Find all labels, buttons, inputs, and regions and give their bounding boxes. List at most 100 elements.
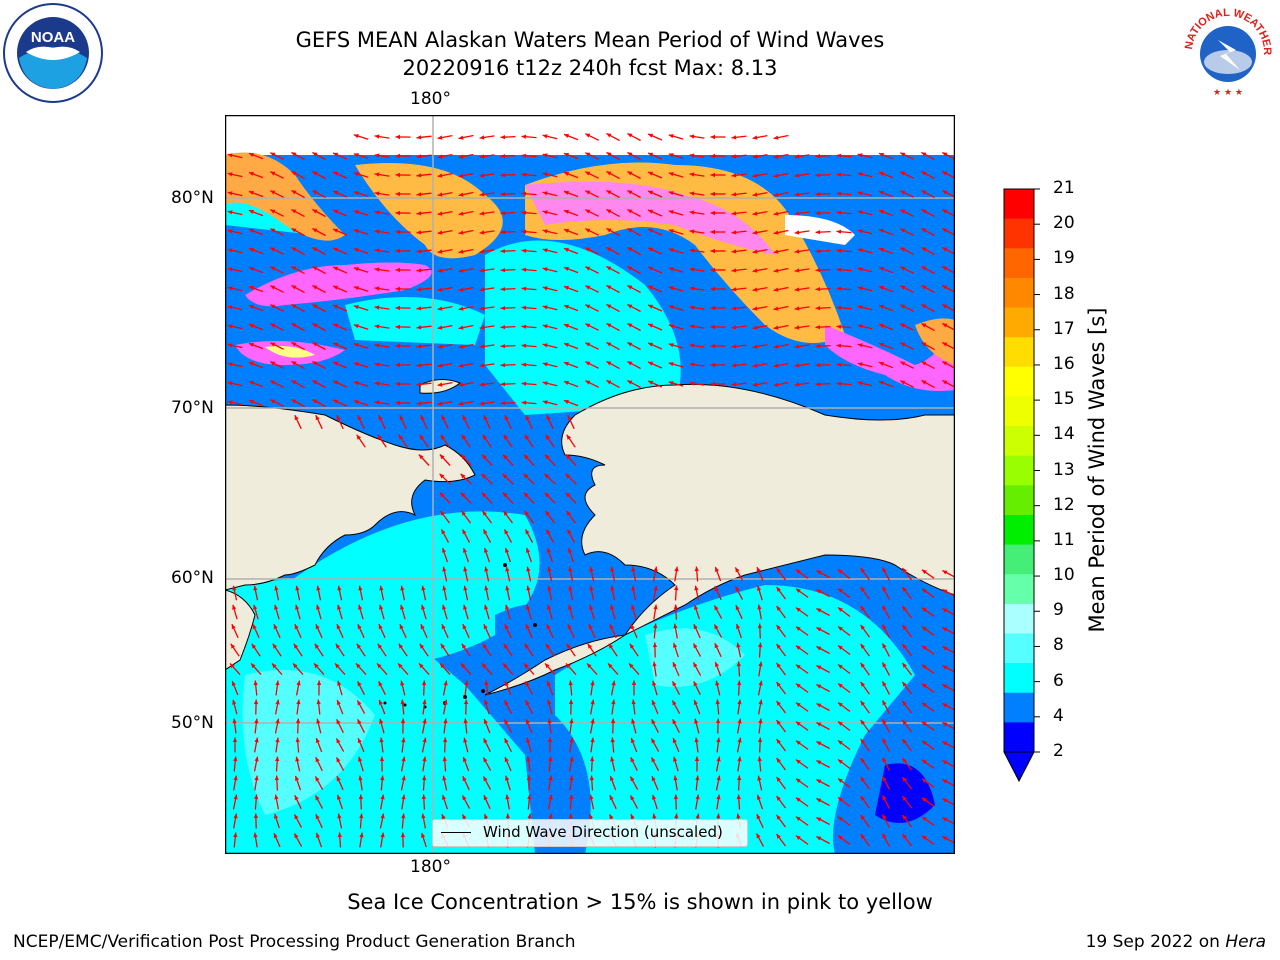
wave-arrow-head [461, 663, 466, 669]
wave-arrow-head [437, 382, 443, 387]
wave-arrow-head [566, 511, 571, 516]
wave-arrow-head [525, 719, 530, 725]
wave-arrow-head [333, 342, 339, 347]
wave-arrow-head [547, 566, 552, 572]
wave-arrow-head [479, 287, 485, 292]
wave-arrow-head [548, 794, 553, 800]
wave-arrow-head [295, 756, 300, 762]
wave-arrow-head [673, 623, 678, 629]
wave-arrow-head [756, 567, 761, 573]
wave-arrow-head [757, 623, 762, 629]
wave-arrow-head [710, 362, 715, 368]
wave-arrow-head [479, 344, 485, 349]
wave-arrow-head [312, 247, 318, 252]
wave-arrow-head [902, 587, 907, 592]
wave-arrow-head [503, 434, 509, 440]
wave-arrow-head [380, 832, 385, 838]
wave-arrow-head [673, 604, 678, 610]
wave-arrow-head [564, 285, 569, 290]
wave-arrow-head [836, 191, 842, 196]
wave-arrow-head [737, 699, 742, 705]
wave-arrow-head [752, 344, 758, 349]
wave-arrow-head [420, 624, 425, 630]
wave-arrow-head [668, 134, 674, 139]
wave-arrow-head [316, 699, 321, 705]
wave-arrow-head [921, 778, 927, 783]
wave-arrow-head [398, 434, 404, 440]
wave-arrow-head [879, 228, 884, 233]
wave-arrow-head [374, 229, 380, 234]
wave-arrow-head [794, 306, 800, 311]
wave-arrow-head [567, 529, 572, 535]
wave-arrow-head [421, 794, 426, 800]
wave-arrow-head [695, 813, 700, 819]
wave-arrow-head [627, 171, 633, 176]
wave-arrow-head [882, 624, 887, 630]
wave-arrow-head [437, 135, 443, 140]
wave-arrow-head [921, 721, 927, 726]
wave-arrow-head [416, 135, 422, 140]
wave-arrow-head [336, 776, 341, 782]
wave-arrow-head [757, 585, 762, 591]
colorbar-segment [1004, 426, 1034, 457]
wave-arrow-head [479, 382, 485, 387]
wave-arrow-head [942, 190, 948, 195]
wave-arrow-head [942, 209, 948, 214]
wave-arrow-head [458, 344, 464, 349]
wave-arrow-head [441, 415, 446, 421]
wave-arrow-head [568, 585, 573, 591]
wave-arrow-head [249, 285, 254, 290]
wave-arrow-head [437, 173, 443, 178]
wave-arrow-head [879, 342, 884, 347]
wave-arrow-head [500, 230, 506, 235]
wave-arrow-head [757, 756, 762, 762]
wave-arrow-head [752, 230, 758, 235]
wave-arrow-head [585, 152, 591, 157]
wave-arrow-head [521, 381, 527, 386]
wave-arrow-head [689, 267, 695, 272]
wave-arrow-head [652, 794, 657, 800]
wave-arrow-head [860, 738, 865, 744]
wave-arrow-head [695, 794, 700, 800]
wave-arrow-head [836, 324, 842, 329]
wave-arrow-head [776, 739, 781, 744]
wave-arrow-head [648, 361, 654, 366]
wave-arrow-head [333, 361, 339, 366]
wave-arrow-head [416, 344, 422, 349]
wave-arrow-head [333, 152, 339, 157]
wave-arrow-head [251, 643, 257, 649]
wave-arrow-head [902, 701, 907, 706]
wave-arrow-head [566, 663, 571, 669]
wave-arrow-head [648, 247, 654, 252]
wave-arrow-head [714, 605, 719, 611]
wave-arrow-head [860, 605, 865, 611]
wave-arrow-head [838, 835, 843, 840]
wave-arrow-head [606, 209, 612, 214]
wave-arrow-head [312, 171, 318, 176]
wave-arrow-head [437, 401, 443, 406]
wave-arrow-head [694, 604, 699, 610]
wave-arrow-head [921, 228, 927, 233]
wave-arrow-head [358, 756, 363, 762]
wave-arrow-head [794, 344, 800, 349]
wave-arrow-head [838, 778, 843, 783]
wave-arrow-head [694, 737, 699, 743]
wave-arrow-head [860, 681, 865, 687]
wave-arrow-head [756, 814, 761, 820]
wave-arrow-head [651, 700, 656, 706]
wave-arrow-head [716, 794, 721, 800]
wave-arrow-head [694, 756, 700, 761]
wave-arrow-head [860, 624, 865, 630]
wave-arrow-head [776, 796, 781, 801]
wave-arrow-head [689, 343, 695, 348]
wave-arrow-head [505, 604, 510, 610]
wave-arrow-head [400, 699, 405, 705]
wave-arrow-head [523, 454, 529, 460]
wave-arrow-head [921, 664, 927, 669]
wave-arrow-head [440, 434, 446, 440]
wave-arrow-head [521, 153, 527, 158]
wave-arrow-head [227, 400, 233, 405]
wave-arrow-head [716, 756, 721, 762]
wave-arrow-head [416, 268, 422, 273]
wave-arrow-head [253, 699, 259, 705]
